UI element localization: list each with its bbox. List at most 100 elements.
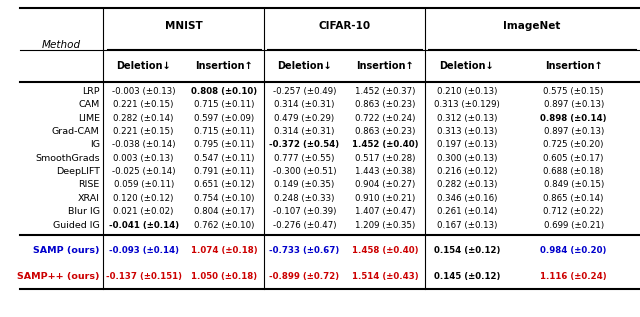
- Text: 0.715 (±0.11): 0.715 (±0.11): [194, 127, 254, 136]
- Text: CIFAR-10: CIFAR-10: [319, 21, 371, 31]
- Text: 0.167 (±0.13): 0.167 (±0.13): [436, 221, 497, 230]
- Text: 0.699 (±0.21): 0.699 (±0.21): [543, 221, 604, 230]
- Text: Insertion↑: Insertion↑: [356, 61, 413, 71]
- Text: Insertion↑: Insertion↑: [545, 61, 602, 71]
- Text: 0.313 (±0.129): 0.313 (±0.129): [434, 100, 500, 109]
- Text: 0.216 (±0.12): 0.216 (±0.12): [436, 167, 497, 176]
- Text: 0.314 (±0.31): 0.314 (±0.31): [275, 127, 335, 136]
- Text: 0.248 (±0.33): 0.248 (±0.33): [275, 194, 335, 203]
- Text: Blur IG: Blur IG: [68, 207, 100, 216]
- Text: 0.282 (±0.14): 0.282 (±0.14): [113, 113, 174, 123]
- Text: 0.145 (±0.12): 0.145 (±0.12): [434, 272, 500, 281]
- Text: -0.025 (±0.14): -0.025 (±0.14): [112, 167, 175, 176]
- Text: 0.479 (±0.29): 0.479 (±0.29): [275, 113, 335, 123]
- Text: 0.597 (±0.09): 0.597 (±0.09): [194, 113, 254, 123]
- Text: 0.849 (±0.15): 0.849 (±0.15): [543, 180, 604, 190]
- Text: 0.754 (±0.10): 0.754 (±0.10): [194, 194, 254, 203]
- Text: 0.897 (±0.13): 0.897 (±0.13): [543, 127, 604, 136]
- Text: 1.407 (±0.47): 1.407 (±0.47): [355, 207, 415, 216]
- Text: -0.899 (±0.72): -0.899 (±0.72): [269, 272, 340, 281]
- Text: 0.517 (±0.28): 0.517 (±0.28): [355, 154, 415, 163]
- Text: 0.904 (±0.27): 0.904 (±0.27): [355, 180, 415, 190]
- Text: 1.074 (±0.18): 1.074 (±0.18): [191, 246, 257, 255]
- Text: 0.261 (±0.14): 0.261 (±0.14): [436, 207, 497, 216]
- Text: -0.041 (±0.14): -0.041 (±0.14): [109, 221, 179, 230]
- Text: SmoothGrads: SmoothGrads: [35, 154, 100, 163]
- Text: -0.107 (±0.39): -0.107 (±0.39): [273, 207, 336, 216]
- Text: Guided IG: Guided IG: [53, 221, 100, 230]
- Text: -0.093 (±0.14): -0.093 (±0.14): [109, 246, 179, 255]
- Text: 0.221 (±0.15): 0.221 (±0.15): [113, 100, 174, 109]
- Text: 0.575 (±0.15): 0.575 (±0.15): [543, 87, 604, 96]
- Text: 0.898 (±0.14): 0.898 (±0.14): [540, 113, 607, 123]
- Text: 0.312 (±0.13): 0.312 (±0.13): [436, 113, 497, 123]
- Text: -0.038 (±0.14): -0.038 (±0.14): [112, 140, 175, 149]
- Text: 0.777 (±0.55): 0.777 (±0.55): [275, 154, 335, 163]
- Text: 0.154 (±0.12): 0.154 (±0.12): [434, 246, 500, 255]
- Text: 0.059 (±0.11): 0.059 (±0.11): [113, 180, 174, 190]
- Text: 0.314 (±0.31): 0.314 (±0.31): [275, 100, 335, 109]
- Text: 0.715 (±0.11): 0.715 (±0.11): [194, 100, 254, 109]
- Text: 0.221 (±0.15): 0.221 (±0.15): [113, 127, 174, 136]
- Text: 0.021 (±0.02): 0.021 (±0.02): [113, 207, 174, 216]
- Text: 0.863 (±0.23): 0.863 (±0.23): [355, 127, 415, 136]
- Text: 0.722 (±0.24): 0.722 (±0.24): [355, 113, 415, 123]
- Text: 1.443 (±0.38): 1.443 (±0.38): [355, 167, 415, 176]
- Text: 1.116 (±0.24): 1.116 (±0.24): [540, 272, 607, 281]
- Text: 0.984 (±0.20): 0.984 (±0.20): [540, 246, 607, 255]
- Text: 0.210 (±0.13): 0.210 (±0.13): [436, 87, 497, 96]
- Text: -0.372 (±0.54): -0.372 (±0.54): [269, 140, 340, 149]
- Text: Deletion↓: Deletion↓: [440, 61, 494, 71]
- Text: Insertion↑: Insertion↑: [195, 61, 253, 71]
- Text: Deletion↓: Deletion↓: [277, 61, 332, 71]
- Text: 0.791 (±0.11): 0.791 (±0.11): [194, 167, 254, 176]
- Text: 0.197 (±0.13): 0.197 (±0.13): [436, 140, 497, 149]
- Text: ImageNet: ImageNet: [503, 21, 561, 31]
- Text: 0.897 (±0.13): 0.897 (±0.13): [543, 100, 604, 109]
- Text: 1.514 (±0.43): 1.514 (±0.43): [351, 272, 419, 281]
- Text: 1.452 (±0.37): 1.452 (±0.37): [355, 87, 415, 96]
- Text: 1.452 (±0.40): 1.452 (±0.40): [352, 140, 418, 149]
- Text: -0.137 (±0.151): -0.137 (±0.151): [106, 272, 182, 281]
- Text: 0.688 (±0.18): 0.688 (±0.18): [543, 167, 604, 176]
- Text: -0.003 (±0.13): -0.003 (±0.13): [112, 87, 175, 96]
- Text: MNIST: MNIST: [165, 21, 203, 31]
- Text: 0.282 (±0.13): 0.282 (±0.13): [436, 180, 497, 190]
- Text: 0.725 (±0.20): 0.725 (±0.20): [543, 140, 604, 149]
- Text: 0.120 (±0.12): 0.120 (±0.12): [113, 194, 174, 203]
- Text: -0.300 (±0.51): -0.300 (±0.51): [273, 167, 336, 176]
- Text: 0.808 (±0.10): 0.808 (±0.10): [191, 87, 257, 96]
- Text: SAMP++ (ours): SAMP++ (ours): [17, 272, 100, 281]
- Text: 0.547 (±0.11): 0.547 (±0.11): [194, 154, 254, 163]
- Text: 0.863 (±0.23): 0.863 (±0.23): [355, 100, 415, 109]
- Text: 1.050 (±0.18): 1.050 (±0.18): [191, 272, 257, 281]
- Text: IG: IG: [90, 140, 100, 149]
- Text: 0.712 (±0.22): 0.712 (±0.22): [543, 207, 604, 216]
- Text: -0.276 (±0.47): -0.276 (±0.47): [273, 221, 336, 230]
- Text: 0.804 (±0.17): 0.804 (±0.17): [194, 207, 254, 216]
- Text: 0.795 (±0.11): 0.795 (±0.11): [194, 140, 254, 149]
- Text: LRP: LRP: [82, 87, 100, 96]
- Text: Deletion↓: Deletion↓: [116, 61, 171, 71]
- Text: 0.003 (±0.13): 0.003 (±0.13): [113, 154, 174, 163]
- Text: CAM: CAM: [79, 100, 100, 109]
- Text: 0.313 (±0.13): 0.313 (±0.13): [436, 127, 497, 136]
- Text: 0.300 (±0.13): 0.300 (±0.13): [436, 154, 497, 163]
- Text: -0.257 (±0.49): -0.257 (±0.49): [273, 87, 336, 96]
- Text: XRAI: XRAI: [77, 194, 100, 203]
- Text: 0.346 (±0.16): 0.346 (±0.16): [436, 194, 497, 203]
- Text: 1.209 (±0.35): 1.209 (±0.35): [355, 221, 415, 230]
- Text: 0.149 (±0.35): 0.149 (±0.35): [275, 180, 335, 190]
- Text: 0.865 (±0.14): 0.865 (±0.14): [543, 194, 604, 203]
- Text: 1.458 (±0.40): 1.458 (±0.40): [352, 246, 418, 255]
- Text: -0.733 (±0.67): -0.733 (±0.67): [269, 246, 340, 255]
- Text: Method: Method: [42, 40, 81, 49]
- Text: SAMP (ours): SAMP (ours): [33, 246, 100, 255]
- Text: DeepLIFT: DeepLIFT: [56, 167, 100, 176]
- Text: 0.910 (±0.21): 0.910 (±0.21): [355, 194, 415, 203]
- Text: RISE: RISE: [79, 180, 100, 190]
- Text: 0.605 (±0.17): 0.605 (±0.17): [543, 154, 604, 163]
- Text: 0.651 (±0.12): 0.651 (±0.12): [194, 180, 254, 190]
- Text: Grad-CAM: Grad-CAM: [52, 127, 100, 136]
- Text: LIME: LIME: [77, 113, 100, 123]
